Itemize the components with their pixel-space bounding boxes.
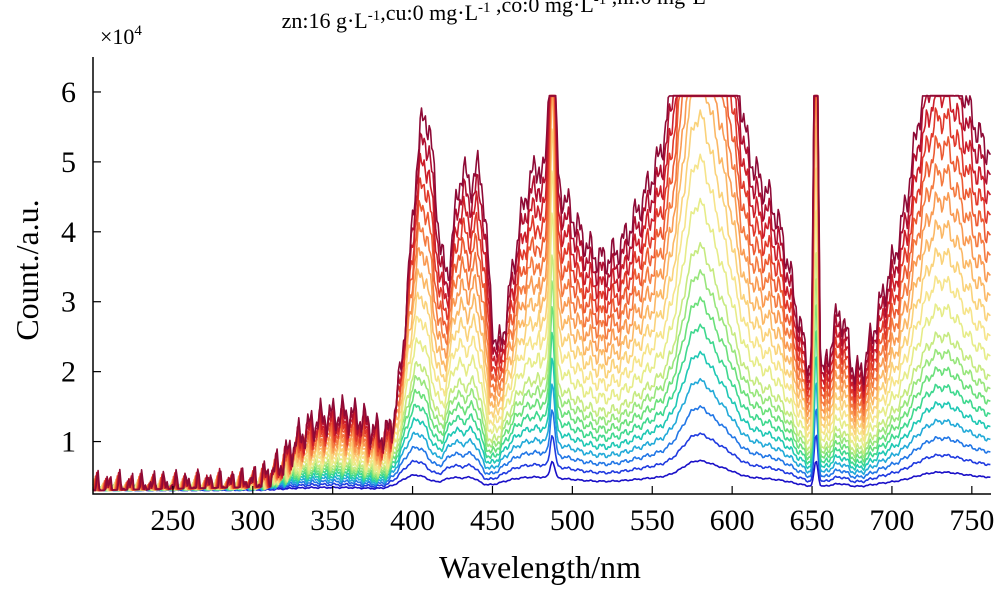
y-axis-label: Count./a.u. bbox=[9, 199, 45, 340]
y-tick-label: 4 bbox=[61, 216, 76, 249]
y-tick-label: 3 bbox=[61, 286, 76, 319]
series-group bbox=[92, 94, 992, 492]
title-part: ,ni:0 mg·L bbox=[606, 0, 706, 9]
spectrum-series-line bbox=[92, 153, 991, 492]
x-tick-label: 700 bbox=[869, 504, 914, 537]
title-superscript: -1 bbox=[594, 0, 607, 8]
title-superscript: -1 bbox=[478, 0, 491, 16]
x-tick-label: 650 bbox=[790, 504, 835, 537]
spectrum-series-line bbox=[92, 95, 992, 492]
x-tick-label: 600 bbox=[710, 504, 755, 537]
x-tick-label: 300 bbox=[230, 504, 275, 537]
y-tick-label: 5 bbox=[61, 146, 76, 179]
title-part: ,cu:0 mg·L bbox=[380, 0, 478, 25]
y-tick-label: 1 bbox=[61, 426, 76, 459]
x-tick-label: 450 bbox=[470, 504, 515, 537]
x-tick-label: 500 bbox=[550, 504, 595, 537]
title-part: zn:16 g·L bbox=[282, 8, 368, 33]
title-superscript: -1 bbox=[368, 8, 381, 24]
title-part: ,co:0 mg·L bbox=[491, 0, 594, 17]
spectrum-series-line bbox=[92, 94, 992, 492]
x-tick-label: 250 bbox=[150, 504, 195, 537]
y-axis-line bbox=[92, 57, 991, 495]
multiplier-base: ×10 bbox=[100, 24, 134, 49]
x-tick-label: 750 bbox=[949, 504, 994, 537]
y-axis-multiplier: ×104 bbox=[100, 23, 142, 49]
chart-title: zn:16 g·L-1,cu:0 mg·L-1 ,co:0 mg·L-1 ,ni… bbox=[282, 0, 719, 33]
multiplier-text: ×104 bbox=[100, 23, 142, 49]
y-tick-label: 6 bbox=[61, 76, 76, 109]
y-axis-ticks: 1 2 3 4 5 6 bbox=[61, 76, 101, 459]
x-tick-label: 350 bbox=[310, 504, 355, 537]
x-axis-label: Wavelength/nm bbox=[439, 549, 641, 585]
axes bbox=[92, 57, 991, 495]
spectrum-series-line bbox=[93, 95, 992, 492]
x-tick-label: 550 bbox=[630, 504, 675, 537]
x-tick-label: 400 bbox=[390, 504, 435, 537]
chart-title-text: zn:16 g·L-1,cu:0 mg·L-1 ,co:0 mg·L-1 ,ni… bbox=[282, 0, 719, 33]
y-tick-label: 2 bbox=[61, 356, 76, 389]
x-axis-ticks: 250 300 350 400 450 500 550 600 650 700 750 bbox=[150, 486, 994, 537]
multiplier-exponent: 4 bbox=[134, 23, 142, 39]
